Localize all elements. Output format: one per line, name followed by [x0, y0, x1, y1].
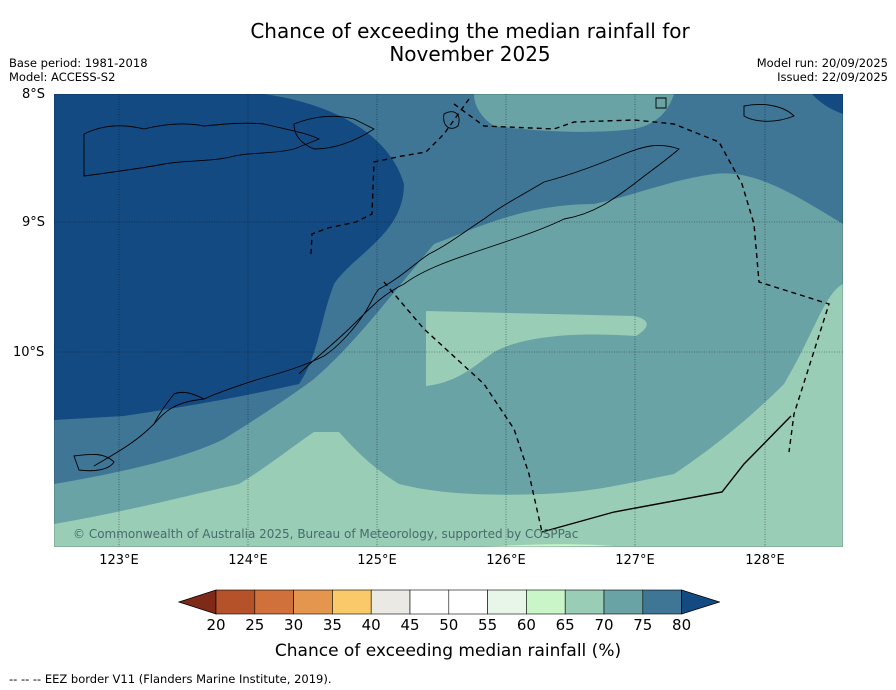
- colorbar-extend-high: [681, 589, 720, 615]
- model-run: Model run: 20/09/2025: [756, 56, 888, 70]
- rote-island: [73, 453, 115, 472]
- rainfall-map: [54, 94, 843, 547]
- band-65-center: [426, 311, 647, 386]
- colorbar: [178, 589, 720, 615]
- title-line-2: November 2025: [389, 42, 551, 66]
- band-80-northeast: [812, 94, 843, 114]
- colorbar-swatch: [487, 589, 527, 615]
- eez-border: [310, 98, 830, 533]
- colorbar-tick-label: 75: [633, 616, 653, 634]
- colorbar-tick-label: 65: [555, 616, 575, 634]
- lon-label-124e: 124°E: [228, 553, 268, 568]
- colorbar-extend-low: [178, 589, 217, 615]
- colorbar-swatch: [254, 589, 294, 615]
- timor-south-coast: [153, 391, 205, 425]
- issued-date: Issued: 22/09/2025: [777, 70, 888, 84]
- colorbar-swatch: [526, 589, 566, 615]
- lat-label-8s: 8°S: [22, 87, 46, 102]
- lat-label-10s: 10°S: [13, 345, 45, 360]
- colorbar-label: Chance of exceeding median rainfall (%): [274, 641, 622, 661]
- colorbar-swatch: [332, 589, 372, 615]
- wetar-island: [293, 115, 375, 150]
- colorbar-swatch: [370, 589, 411, 615]
- eez-solid-border: [541, 415, 792, 533]
- colorbar-tick-label: 80: [672, 616, 692, 634]
- lon-label-128e: 128°E: [745, 553, 785, 568]
- chart-title: Chance of exceeding the median rainfall …: [0, 20, 896, 66]
- colorbar-swatches: [178, 589, 720, 615]
- colorbar-tick-label: 25: [245, 616, 265, 634]
- lat-label-9s: 9°S: [22, 215, 46, 230]
- colorbar-tick-label: 35: [322, 616, 342, 634]
- model-name: Model: ACCESS-S2: [9, 70, 116, 84]
- colorbar-tick-label: 45: [400, 616, 420, 634]
- colorbar-swatch: [448, 589, 488, 615]
- coastlines: [73, 97, 795, 472]
- colorbar-swatch: [603, 589, 644, 615]
- kisar-island: [655, 97, 667, 109]
- colorbar-swatch: [215, 589, 256, 615]
- base-period: Base period: 1981-2018: [9, 56, 148, 70]
- copyright-notice: © Commonwealth of Australia 2025, Bureau…: [73, 527, 579, 541]
- colorbar-tick-label: 70: [594, 616, 614, 634]
- colorbar-tick-label: 60: [516, 616, 536, 634]
- lon-label-127e: 127°E: [615, 553, 655, 568]
- meta-left: Base period: 1981-2018 Model: ACCESS-S2: [9, 56, 148, 84]
- colorbar-swatch: [642, 589, 682, 615]
- lon-label-126e: 126°E: [486, 553, 526, 568]
- colorbar-swatch: [293, 589, 333, 615]
- leti-islands: [743, 104, 795, 122]
- colorbar-tick-label: 55: [478, 616, 498, 634]
- colorbar-swatch: [564, 589, 605, 615]
- graticule: [54, 94, 843, 547]
- meta-right: Model run: 20/09/2025 Issued: 22/09/2025: [757, 56, 888, 84]
- atauro-island: [443, 111, 460, 129]
- colorbar-tick-label: 20: [206, 616, 226, 634]
- band-70-north: [474, 94, 674, 132]
- lon-label-123e: 123°E: [99, 553, 139, 568]
- title-line-1: Chance of exceeding the median rainfall …: [250, 19, 690, 43]
- band-60: [484, 544, 614, 547]
- alor-islands: [83, 122, 321, 177]
- eez-footnote: -- -- -- EEZ border V11 (Flanders Marine…: [9, 672, 332, 686]
- colorbar-tick-label: 50: [439, 616, 459, 634]
- timor-coast: [93, 144, 680, 467]
- lon-label-125e: 125°E: [357, 553, 397, 568]
- colorbar-tick-label: 40: [361, 616, 381, 634]
- band-80-west: [54, 94, 404, 420]
- colorbar-tick-label: 30: [284, 616, 304, 634]
- band-65-south: [54, 284, 843, 547]
- colorbar-swatch: [409, 589, 450, 615]
